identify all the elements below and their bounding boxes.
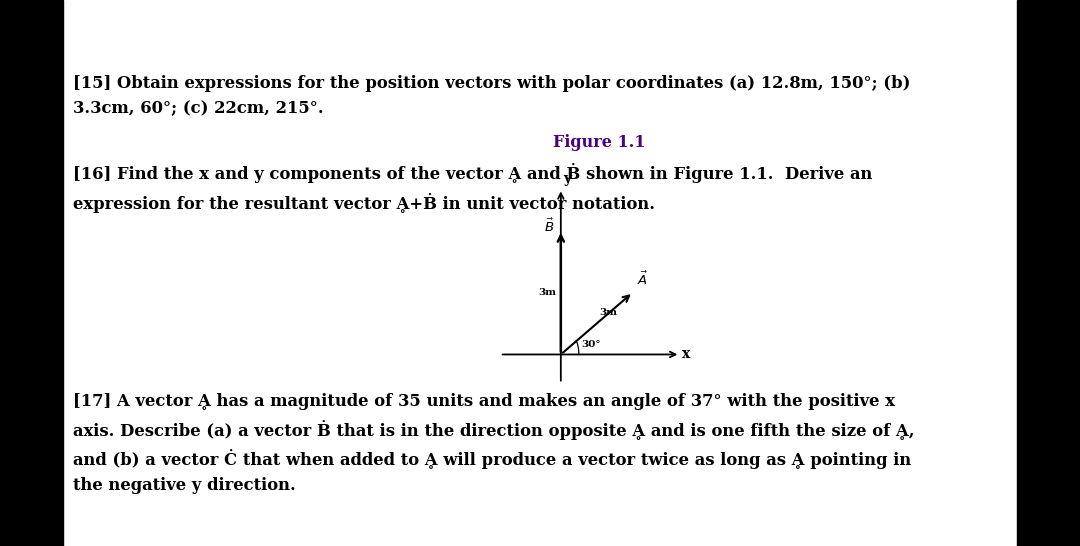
Bar bbox=[1017, 0, 1080, 546]
Text: $\vec{A}$: $\vec{A}$ bbox=[637, 271, 648, 288]
Text: [17] A vector Ḁ has a magnitude of 35 units and makes an angle of 37° with the p: [17] A vector Ḁ has a magnitude of 35 un… bbox=[72, 393, 914, 494]
Text: 3m: 3m bbox=[539, 288, 556, 296]
Text: [16] Find the x and y components of the vector Ḁ and Ḃ shown in Figure 1.1.  Der: [16] Find the x and y components of the … bbox=[72, 163, 872, 212]
Bar bbox=[0, 0, 63, 546]
Text: x: x bbox=[681, 347, 690, 361]
Text: 30°: 30° bbox=[581, 341, 600, 349]
Text: y: y bbox=[563, 173, 571, 186]
Text: Figure 1.1: Figure 1.1 bbox=[553, 134, 646, 151]
Text: 3m: 3m bbox=[599, 308, 617, 317]
Text: [15] Obtain expressions for the position vectors with polar coordinates (a) 12.8: [15] Obtain expressions for the position… bbox=[72, 75, 910, 117]
Text: $\vec{B}$: $\vec{B}$ bbox=[543, 217, 554, 234]
